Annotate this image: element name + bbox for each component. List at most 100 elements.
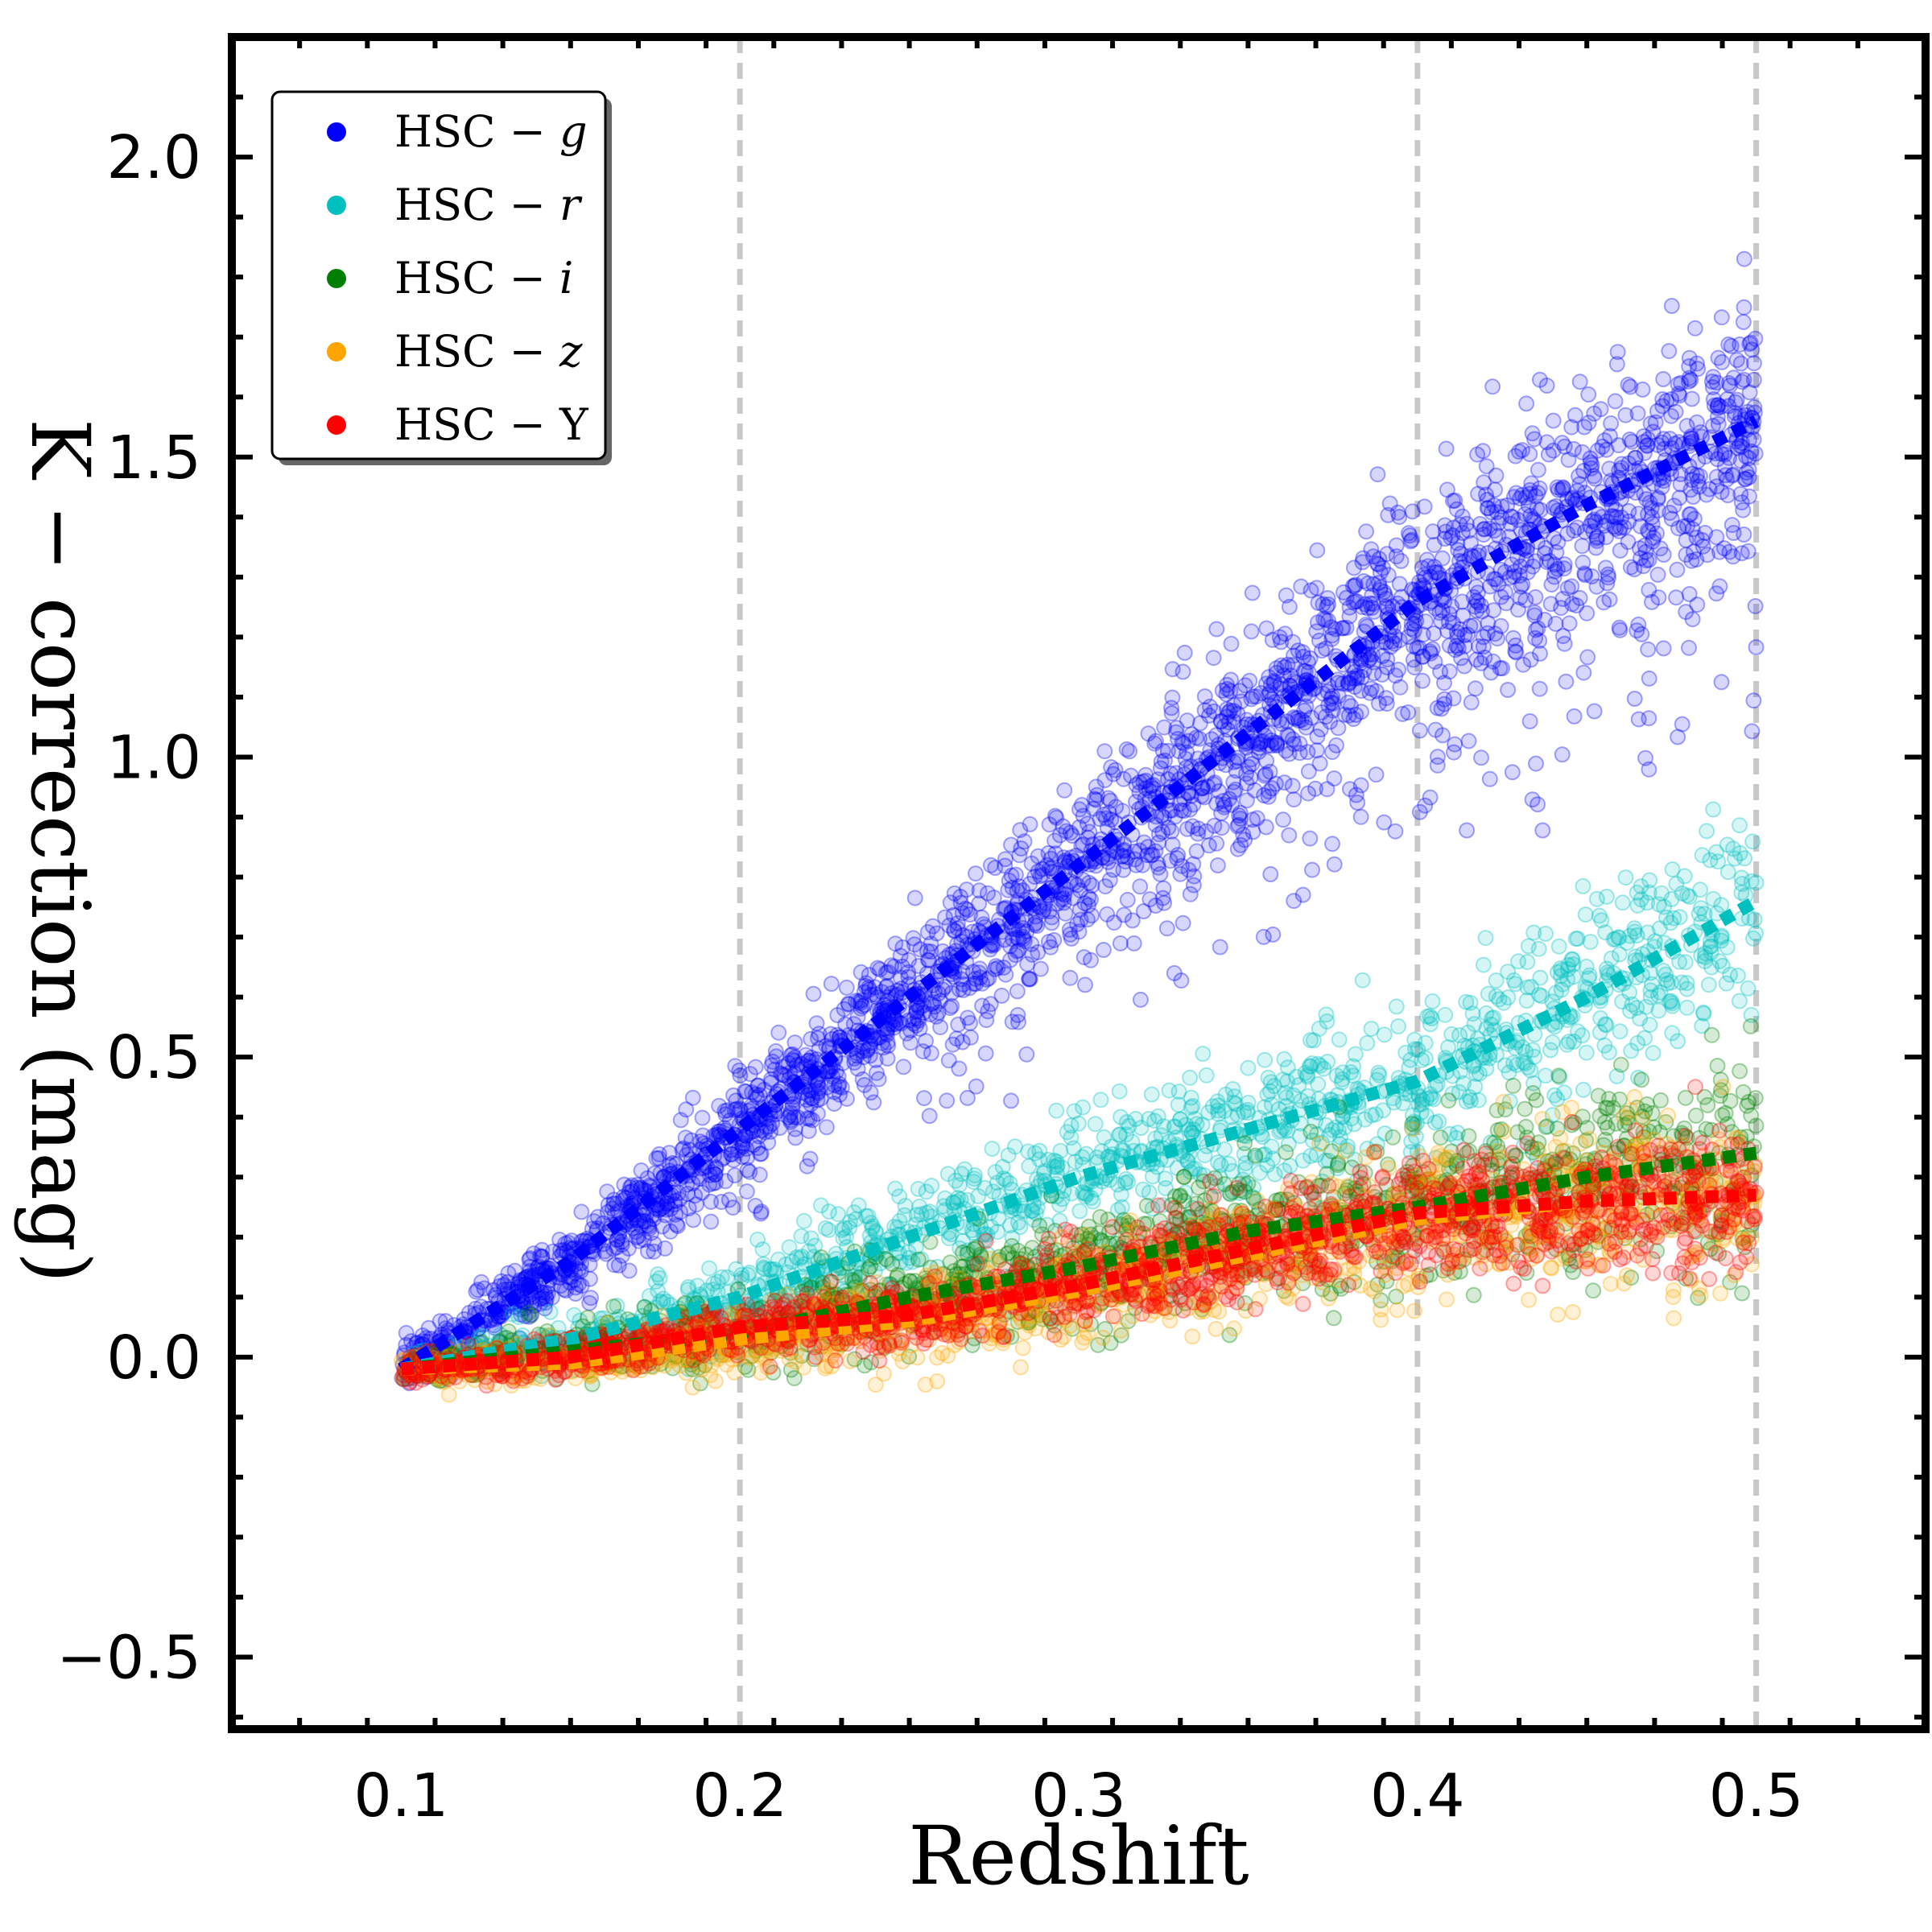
data-point [1352, 777, 1369, 794]
data-point [799, 1158, 815, 1174]
data-point [1200, 837, 1217, 854]
data-point [824, 1030, 840, 1047]
data-point [883, 957, 900, 974]
data-point [813, 1249, 830, 1265]
data-point [1463, 547, 1480, 564]
data-point [972, 969, 989, 986]
data-point [694, 1109, 711, 1126]
data-point [1188, 1116, 1205, 1133]
data-point [1521, 485, 1538, 502]
data-point [1276, 774, 1293, 791]
data-point [790, 1109, 807, 1126]
data-point [794, 1249, 811, 1265]
data-point [1179, 712, 1195, 729]
data-point [949, 1190, 966, 1207]
data-point [1627, 449, 1644, 466]
data-point [725, 1087, 742, 1104]
data-point [1021, 1158, 1038, 1174]
data-point [923, 996, 940, 1013]
data-point [613, 1233, 630, 1250]
data-point [1171, 795, 1188, 812]
data-point [1528, 755, 1544, 772]
data-point [1591, 907, 1608, 924]
data-point [1630, 616, 1647, 633]
data-point [1429, 749, 1446, 766]
data-point [1674, 716, 1690, 733]
data-point [1527, 588, 1544, 605]
data-point [961, 980, 978, 997]
data-point [757, 1124, 774, 1141]
data-point [1225, 1094, 1242, 1111]
data-point [1313, 704, 1330, 720]
data-point [1300, 763, 1317, 780]
data-point [898, 1025, 915, 1042]
data-point [1185, 877, 1202, 894]
data-point [1441, 663, 1458, 680]
data-point [1356, 596, 1373, 613]
data-point [1093, 1143, 1110, 1160]
data-point [716, 1150, 733, 1166]
data-point [1277, 625, 1294, 642]
data-point [1558, 673, 1575, 690]
data-point [1476, 521, 1492, 538]
data-point [1152, 865, 1169, 882]
data-point [667, 1196, 683, 1213]
data-point [1143, 1086, 1160, 1103]
data-point [922, 1233, 939, 1250]
data-point [1170, 1096, 1187, 1113]
data-point [1052, 1142, 1069, 1159]
data-point [1293, 1092, 1310, 1109]
data-point [570, 1261, 587, 1278]
data-point [1449, 629, 1466, 646]
data-point [1376, 584, 1393, 601]
data-point [855, 1049, 872, 1066]
data-point [1105, 766, 1121, 782]
data-point [1713, 445, 1730, 462]
data-point [1034, 903, 1051, 919]
data-point [1196, 789, 1213, 806]
data-point [1637, 749, 1653, 766]
data-point [786, 1052, 803, 1069]
data-point [1566, 708, 1583, 724]
data-point [856, 1076, 873, 1093]
data-point [1530, 796, 1546, 813]
data-point [935, 981, 952, 998]
data-point [1359, 1034, 1376, 1051]
data-point [1330, 687, 1347, 704]
data-point [431, 1313, 448, 1330]
data-point [1713, 897, 1730, 914]
data-point [1258, 620, 1275, 637]
data-point [1269, 734, 1286, 751]
data-point [1594, 438, 1611, 455]
data-point [1607, 393, 1624, 410]
data-point [1228, 762, 1245, 779]
data-point [1586, 703, 1603, 720]
data-point [1119, 891, 1136, 908]
data-point [829, 1007, 846, 1023]
data-point [1644, 593, 1660, 610]
data-point [1323, 694, 1340, 711]
data-point [1678, 547, 1695, 564]
data-point [1302, 1032, 1319, 1049]
data-point [646, 1236, 663, 1253]
data-point [793, 1228, 810, 1245]
data-point [918, 1033, 934, 1050]
data-point [599, 1183, 616, 1200]
data-point [1637, 998, 1654, 1015]
data-point [1629, 897, 1646, 914]
data-point [1577, 567, 1593, 584]
data-point [1677, 954, 1694, 971]
data-point [1645, 1045, 1662, 1062]
data-point [1010, 942, 1027, 959]
data-point [1511, 444, 1527, 460]
data-point [1508, 485, 1525, 502]
data-point [1219, 708, 1235, 725]
data-point [1747, 598, 1764, 614]
data-point [1404, 503, 1421, 520]
data-point [1040, 934, 1057, 950]
data-point [1368, 1071, 1385, 1088]
data-point [1257, 819, 1274, 836]
data-point [1100, 790, 1117, 807]
data-point [522, 1250, 539, 1267]
data-point [1311, 755, 1328, 772]
